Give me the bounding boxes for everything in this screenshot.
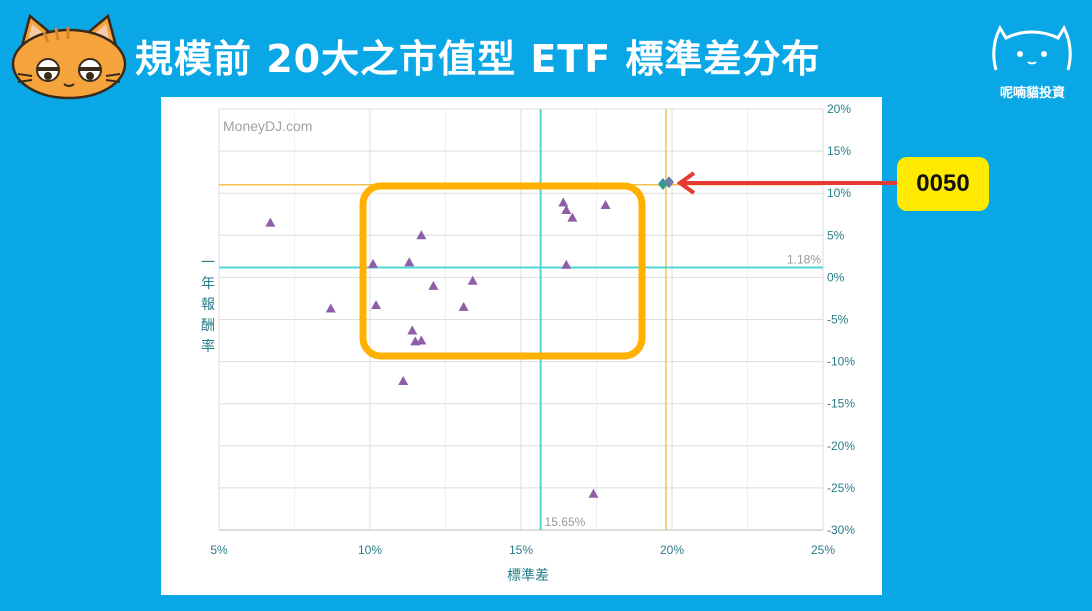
data-point-marker: [561, 259, 572, 269]
y-tick-label: -15%: [827, 397, 855, 411]
y-tick-label: 5%: [827, 228, 845, 242]
data-point-marker: [368, 258, 379, 268]
crosshair-x-label: 15.65%: [545, 515, 586, 529]
brand-logo: 呢喃貓投資: [980, 10, 1085, 101]
brand-cat-icon: [992, 24, 1072, 71]
data-point-marker: [398, 375, 409, 385]
highlight-points: [657, 176, 674, 190]
highlight-box: [359, 182, 646, 360]
data-point-marker: [265, 217, 276, 227]
highlight-point-marker: [663, 176, 674, 189]
data-point-marker: [588, 488, 599, 498]
y-axis-ticks: 20% 15% 10% 5% 0% -5% -10% -15% -20% -25% -30%: [827, 102, 855, 537]
cat-mascot-icon: [11, 13, 127, 100]
data-points: [265, 197, 611, 498]
x-tick-label: 10%: [358, 543, 382, 557]
crosshair-y-label: 1.18%: [787, 252, 821, 266]
data-point-marker: [428, 280, 439, 290]
y-axis-label: 一年報酬率: [201, 255, 215, 355]
chart-panel: 15.65% 1.18% MoneyDJ.com 5% 10% 15% 20% 25% 2…: [161, 97, 882, 595]
x-tick-label: 15%: [509, 543, 533, 557]
data-point-marker: [567, 212, 578, 222]
crosshair-lines: 15.65% 1.18%: [219, 109, 823, 530]
data-point-marker: [325, 303, 336, 313]
x-tick-label: 25%: [811, 543, 835, 557]
data-point-marker: [458, 301, 469, 311]
data-point-marker: [407, 325, 418, 335]
data-point-marker: [561, 205, 572, 215]
y-tick-label: -10%: [827, 355, 855, 369]
etf-callout-badge: 0050: [897, 157, 989, 211]
data-point-marker: [600, 199, 611, 209]
data-point-marker: [416, 335, 427, 345]
y-tick-label: -20%: [827, 439, 855, 453]
data-point-marker: [416, 230, 427, 240]
data-point-marker: [467, 275, 478, 285]
watermark: MoneyDJ.com: [223, 118, 312, 134]
y-tick-label: 10%: [827, 186, 851, 200]
x-axis-ticks: 5% 10% 15% 20% 25%: [210, 543, 835, 557]
brand-name: 呢喃貓投資: [999, 86, 1065, 101]
scatter-chart: 15.65% 1.18% MoneyDJ.com 5% 10% 15% 20% 25% 2…: [201, 102, 855, 584]
data-point-marker: [558, 197, 569, 207]
x-tick-label: 20%: [660, 543, 684, 557]
data-point-marker: [371, 300, 382, 310]
data-point-marker: [404, 257, 415, 267]
y-tick-label: 0%: [827, 270, 845, 284]
x-tick-label: 5%: [210, 543, 228, 557]
grid: [218, 108, 824, 531]
y-tick-label: -30%: [827, 523, 855, 537]
page-title: 規模前 20大之市值型 ETF 標準差分布: [135, 37, 821, 81]
pointer-arrow-icon: [676, 171, 897, 195]
y-tick-label: 15%: [827, 144, 851, 158]
y-tick-label: -25%: [827, 481, 855, 495]
x-axis-label: 標準差: [507, 568, 549, 584]
y-tick-label: 20%: [827, 102, 851, 116]
y-tick-label: -5%: [827, 313, 849, 327]
